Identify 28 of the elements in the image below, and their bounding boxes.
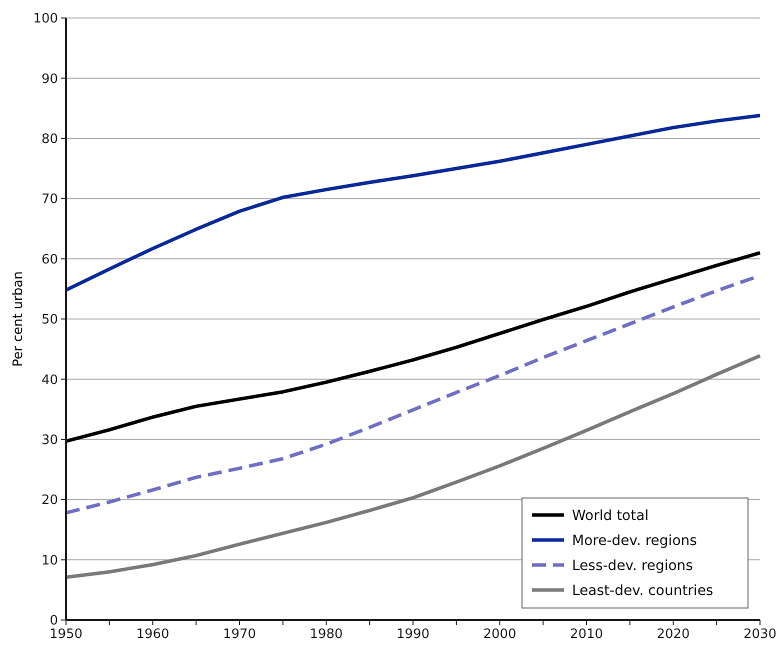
y-tick-label: 40	[41, 372, 58, 388]
y-tick-label: 30	[41, 432, 58, 448]
y-tick-label: 60	[41, 252, 58, 268]
legend-label: World total	[572, 508, 649, 524]
y-tick-label: 90	[41, 72, 58, 87]
x-tick-label: 2000	[483, 627, 516, 642]
x-tick-label: 1980	[310, 627, 343, 642]
x-tick-label: 2030	[743, 627, 777, 642]
line-series	[64, 251, 762, 443]
legend-label: Least-dev. countries	[572, 582, 714, 599]
x-tick-label: 2020	[656, 627, 690, 642]
x-tick-label: 1960	[136, 627, 170, 642]
x-tick-label: 1970	[222, 627, 256, 642]
line-series	[64, 354, 762, 580]
y-tick-label: 0	[50, 614, 58, 629]
legend-label: Less-dev. regions	[572, 558, 693, 574]
x-tick-label: 2010	[570, 627, 604, 642]
y-tick-label: 70	[41, 192, 58, 208]
legend-label: More-dev. regions	[572, 532, 697, 549]
x-tick-label: 1950	[49, 627, 83, 642]
x-tick-label: 1990	[396, 627, 430, 642]
y-tick-label: 10	[41, 553, 58, 568]
line-series	[64, 114, 762, 292]
y-tick-label: 50	[41, 312, 58, 328]
y-tick-label: 80	[41, 132, 58, 147]
y-tick-label: 100	[33, 12, 58, 27]
y-tick-label: 20	[41, 493, 58, 508]
y-axis-title: Per cent urban	[11, 271, 26, 367]
